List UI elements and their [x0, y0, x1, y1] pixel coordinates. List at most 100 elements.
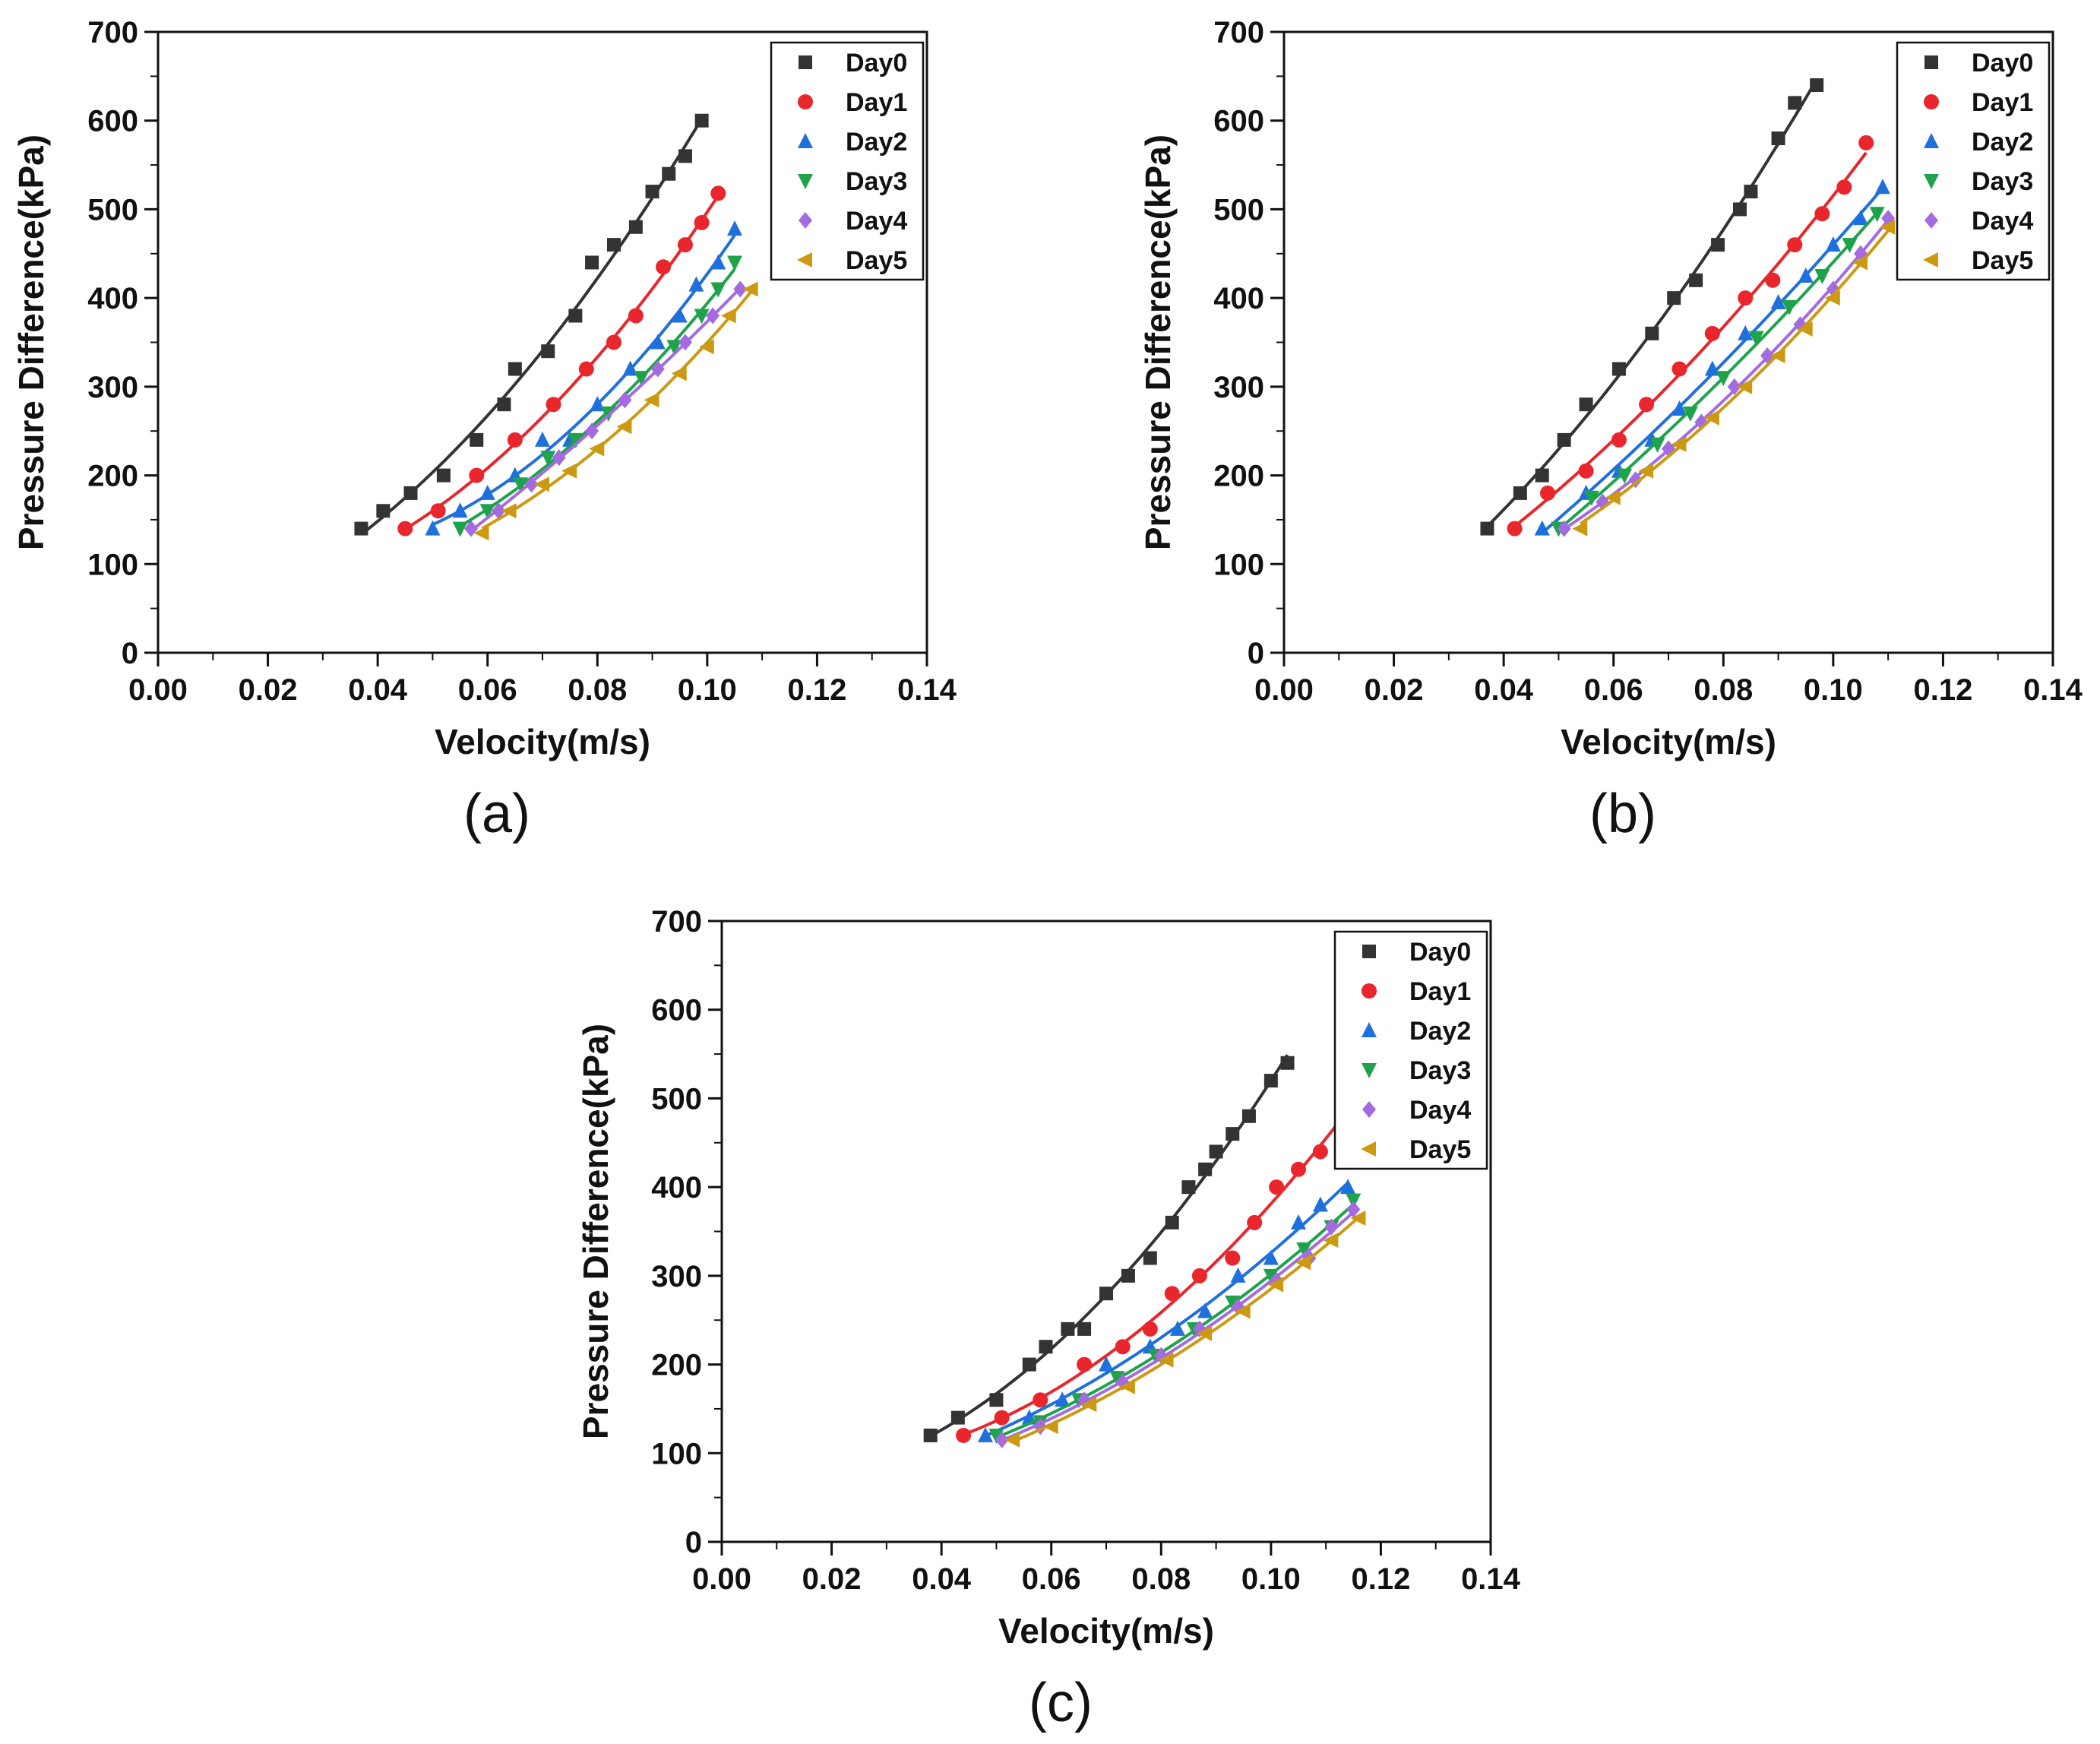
- series-day0: [354, 113, 709, 536]
- data-point: [1241, 1109, 1256, 1123]
- data-point: [1649, 437, 1665, 453]
- data-point: [1704, 325, 1720, 341]
- y-tick-label: 0: [1248, 637, 1264, 670]
- fit-line-day1: [963, 1116, 1344, 1436]
- data-point: [1534, 520, 1550, 536]
- fit-line-day0: [1486, 78, 1818, 528]
- data-point: [585, 423, 599, 440]
- data-point: [666, 340, 682, 356]
- legend-marker: [1361, 1141, 1376, 1157]
- legend-label-day2: Day2: [1409, 1017, 1471, 1046]
- legend-marker: [799, 212, 812, 229]
- data-point: [354, 521, 368, 536]
- legend-box: [770, 41, 925, 281]
- series-day2: [1534, 179, 1890, 536]
- data-point: [1164, 1286, 1180, 1302]
- data-point: [1346, 1201, 1361, 1218]
- x-tick-label: 0.04: [912, 1562, 972, 1596]
- x-axis-title: Velocity(m/s): [435, 722, 650, 761]
- data-point: [688, 276, 704, 292]
- data-point: [1042, 1419, 1058, 1435]
- data-point: [473, 525, 489, 541]
- fit-line-day1: [1513, 151, 1868, 527]
- data-point: [1788, 96, 1802, 110]
- y-axis-title: Pressure Difference(kPa): [1138, 135, 1178, 550]
- y-tick-label: 300: [651, 1260, 702, 1293]
- data-point: [1061, 1321, 1075, 1336]
- data-point: [710, 254, 726, 270]
- legend-marker: [1362, 1022, 1377, 1037]
- data-point: [585, 255, 599, 270]
- legend-marker: [1362, 945, 1376, 958]
- fit-line-day3: [995, 1203, 1355, 1439]
- data-point: [1055, 1391, 1071, 1407]
- data-point: [1765, 272, 1781, 288]
- data-point: [492, 502, 506, 520]
- data-point: [568, 432, 584, 448]
- data-point: [950, 1410, 965, 1425]
- series-day0: [1480, 78, 1824, 536]
- data-point: [694, 309, 710, 324]
- data-point: [376, 504, 391, 518]
- data-point: [1671, 436, 1687, 452]
- y-axis-title: Pressure Difference(kPa): [11, 135, 51, 550]
- data-point: [1770, 293, 1786, 309]
- data-point: [1197, 1302, 1213, 1318]
- data-point: [479, 484, 495, 500]
- y-tick-label: 700: [87, 16, 138, 49]
- data-point: [662, 166, 676, 181]
- data-point: [1109, 1371, 1125, 1387]
- data-point: [694, 113, 709, 128]
- data-point: [698, 339, 714, 355]
- data-point: [1738, 324, 1754, 340]
- y-tick-label: 200: [651, 1349, 702, 1382]
- data-point: [1198, 1162, 1213, 1176]
- y-tick-label: 400: [87, 282, 138, 315]
- data-point: [589, 441, 605, 457]
- legend-label-day3: Day3: [846, 167, 907, 196]
- y-tick-label: 600: [1213, 105, 1264, 138]
- data-point: [1235, 1303, 1251, 1319]
- data-point: [1324, 1218, 1339, 1236]
- data-point: [1579, 397, 1593, 412]
- data-point: [469, 467, 485, 483]
- data-point: [497, 397, 511, 412]
- data-point: [645, 185, 659, 199]
- y-tick-label: 0: [685, 1526, 702, 1559]
- data-point: [1836, 179, 1852, 195]
- data-point: [1513, 486, 1527, 500]
- data-point: [1539, 485, 1555, 501]
- series-day0: [923, 1054, 1295, 1442]
- data-point: [989, 1393, 1004, 1407]
- y-tick-label: 200: [1213, 460, 1264, 493]
- data-point: [1711, 238, 1725, 252]
- legend-label-day4: Day4: [1972, 207, 2033, 236]
- series-day5: [473, 281, 758, 541]
- data-point: [1535, 468, 1549, 483]
- data-point: [606, 334, 621, 350]
- legend-label-day4: Day4: [846, 207, 907, 236]
- data-point: [546, 397, 561, 413]
- panel-b: 0.00 0.02 0.04 0.06 0.08 0.10 0.12 0.14 0 100 200 3…: [1138, 16, 2083, 844]
- legend-marker: [1924, 133, 1939, 148]
- x-tick-label: 0.12: [1351, 1562, 1410, 1596]
- data-point: [1099, 1287, 1113, 1301]
- data-point: [650, 360, 665, 378]
- legend-marker: [1362, 1101, 1376, 1118]
- data-point: [508, 362, 522, 376]
- data-point: [1667, 291, 1681, 305]
- data-point: [1782, 299, 1798, 315]
- panel-label: (a): [463, 783, 530, 844]
- panel-c: 0.00 0.02 0.04 0.06 0.08 0.10 0.12 0.14 0 100 200 3…: [576, 905, 1521, 1733]
- data-point: [1263, 1249, 1279, 1265]
- data-point: [678, 334, 692, 351]
- x-tick-label: 0.00: [128, 673, 188, 707]
- fit-line-day5: [1012, 1216, 1360, 1443]
- data-point: [656, 259, 672, 275]
- data-point: [977, 1426, 993, 1442]
- data-point: [956, 1427, 972, 1443]
- data-point: [1263, 1268, 1279, 1284]
- x-tick-label: 0.00: [1254, 673, 1314, 707]
- x-tick-label: 0.08: [568, 673, 627, 707]
- data-point: [1638, 463, 1654, 479]
